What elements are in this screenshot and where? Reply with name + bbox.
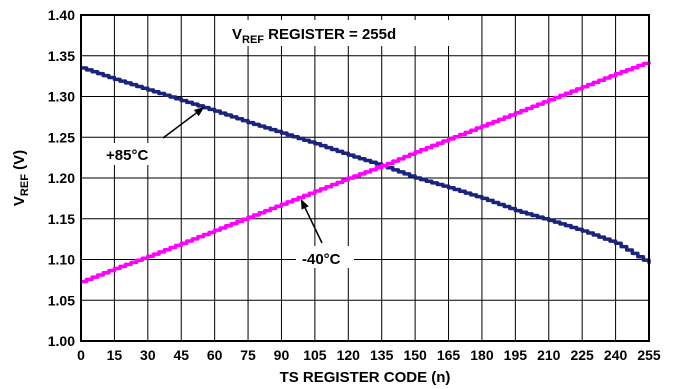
x-tick-label: 15 [107,347,123,363]
chart-title-sub: REF [242,34,264,46]
x-tick-label: 165 [437,347,461,363]
annotation-85c-background [103,143,161,165]
x-tick-label: 45 [173,347,189,363]
annotation-40c: -40°C [296,199,354,268]
x-tick-label: 75 [240,347,256,363]
x-tick-label: 0 [77,347,85,363]
x-tick-label: 120 [337,347,361,363]
x-tick-label: 150 [403,347,427,363]
x-tick-label: 195 [504,347,528,363]
x-tick-label: 180 [470,347,494,363]
x-tick-label: 135 [370,347,394,363]
annotation-40c-arrow [300,199,323,244]
series-line-0 [81,66,651,264]
annotation-85c-arrow [162,107,205,139]
x-tick-label: 240 [604,347,628,363]
annotation-85c-label: +85°C [106,147,148,164]
y-axis-title-sub: REF [19,174,31,196]
x-tick-label: 60 [207,347,223,363]
y-tick-label: 1.35 [48,48,75,64]
chart-title-main: V [232,26,242,43]
y-tick-label: 1.05 [48,292,75,308]
title-background [226,20,452,46]
x-tick-label: 255 [637,347,661,363]
y-tick-labels: 1.00 1.05 1.10 1.15 1.20 1.25 1.30 1.35 1.40 [48,7,75,349]
chart-title-rest: REGISTER = 255d [264,26,396,43]
x-tick-label: 105 [303,347,327,363]
x-tick-label: 225 [570,347,594,363]
x-tick-label: 90 [274,347,290,363]
chart-title: VREF REGISTER = 255d [232,26,396,46]
x-tick-labels: 0 15 30 45 60 75 90 105 120 135 150 165 180 195 210 225… [77,347,661,363]
x-tick-label: 30 [140,347,156,363]
y-axis-title: VREF (V) [11,150,31,206]
y-axis-title-rest: (V) [11,150,28,174]
y-tick-label: 1.30 [48,89,75,105]
series-line-1 [81,61,651,284]
y-tick-label: 1.25 [48,129,75,145]
annotation-85c: +85°C [103,107,205,165]
x-tick-label: 210 [537,347,561,363]
y-axis-title-main: V [11,196,28,206]
y-tick-label: 1.20 [48,170,75,186]
plot-frame [80,14,650,342]
y-tick-label: 1.10 [48,252,75,268]
y-tick-label: 1.40 [48,7,75,23]
y-tick-label: 1.15 [48,211,75,227]
annotation-40c-background [296,246,354,268]
annotation-40c-label: -40°C [302,251,341,268]
y-tick-label: 1.00 [48,333,75,349]
x-axis-title: TS REGISTER CODE (n) [280,369,451,386]
